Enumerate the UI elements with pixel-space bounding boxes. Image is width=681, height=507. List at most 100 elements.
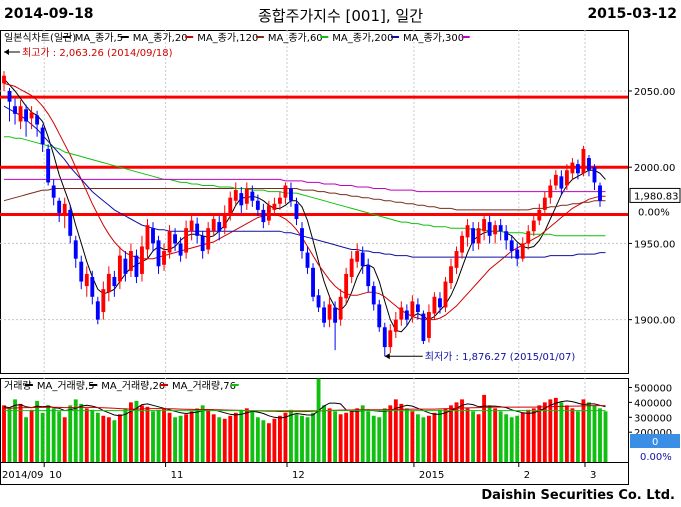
volume-ma-line	[4, 405, 606, 413]
volume-bar	[498, 411, 503, 462]
volume-bar	[515, 415, 520, 462]
price-tick-label: 2050.00	[634, 87, 675, 98]
volume-bar	[206, 409, 211, 462]
volume-bar	[29, 409, 34, 462]
volume-bar	[189, 411, 194, 462]
volume-bar	[57, 411, 62, 462]
candle	[537, 209, 542, 221]
candle	[35, 115, 40, 125]
candle	[498, 225, 503, 232]
candle	[438, 298, 442, 308]
volume-bar	[603, 411, 608, 462]
volume-bar	[90, 409, 95, 462]
volume-bar	[79, 403, 84, 462]
volume-bar	[316, 378, 321, 462]
candle	[487, 222, 492, 236]
volume-bar	[388, 405, 393, 462]
volume-bar	[377, 417, 382, 462]
legend-entry: 일본식차트(일간)	[4, 32, 76, 44]
candle	[217, 222, 222, 232]
chart-title: 종합주가지수 [001], 일간	[257, 7, 424, 25]
volume-bar	[272, 418, 277, 462]
volume-bar	[228, 415, 233, 462]
volume-bar	[117, 414, 122, 462]
candle	[311, 267, 315, 297]
candle	[140, 246, 144, 274]
price-tick-label: 1950.00	[634, 239, 675, 250]
candle	[51, 185, 56, 198]
legend-entry: MA_종가,60	[268, 32, 323, 44]
volume-bar	[327, 408, 332, 462]
candle	[57, 200, 62, 213]
volume-bar	[222, 418, 227, 462]
candle	[162, 251, 166, 265]
candle	[344, 273, 349, 299]
volume-bar	[51, 408, 56, 462]
volume-current-box	[630, 434, 680, 448]
legend-entry: MA_종가,20	[133, 32, 188, 44]
volume-bar	[587, 402, 591, 462]
volume-bar	[564, 405, 569, 462]
volume-bar	[140, 405, 144, 462]
candle	[178, 243, 183, 256]
price-tick-label: 2000.00	[634, 163, 675, 174]
volume-bar	[18, 403, 23, 462]
volume-bar	[382, 408, 387, 462]
volume-bar	[178, 415, 183, 462]
candle	[598, 185, 602, 201]
candle	[382, 327, 387, 348]
candle	[482, 219, 487, 232]
volume-bar	[255, 417, 260, 462]
current-value: 1,980.83	[634, 191, 679, 202]
ma-line	[3, 82, 606, 321]
volume-bar	[156, 409, 161, 462]
volume-bar	[95, 412, 100, 462]
candle	[449, 266, 453, 284]
volume-bar	[162, 408, 166, 462]
volume-bar	[277, 415, 282, 462]
candle	[18, 106, 23, 122]
legend-entry: MA_종가,5	[75, 32, 123, 44]
high-arrowhead	[4, 49, 9, 55]
candle	[570, 162, 575, 174]
candle	[377, 304, 382, 328]
candle	[145, 225, 150, 250]
volume-bar	[531, 408, 536, 462]
volume-bar	[134, 400, 139, 462]
candle	[355, 251, 360, 262]
date-tick-label: 2015	[419, 470, 444, 481]
candle	[189, 220, 194, 232]
volume-bar	[438, 409, 442, 462]
candle	[471, 228, 476, 244]
candle	[228, 197, 233, 216]
candle	[587, 158, 591, 171]
current-pct: 0.00%	[638, 207, 670, 218]
volume-bar	[2, 405, 6, 462]
volume-bar	[123, 408, 128, 462]
volume-bar	[393, 399, 398, 462]
volume-bar	[415, 414, 420, 462]
volume-bar	[443, 408, 448, 462]
candle	[24, 109, 29, 122]
volume-bar	[261, 420, 266, 462]
candle	[564, 170, 569, 186]
volume-bar	[112, 420, 117, 462]
volume-bar	[575, 411, 580, 462]
candle	[266, 205, 271, 221]
candle	[123, 258, 128, 274]
volume-bar	[244, 408, 249, 462]
volume-bar	[266, 423, 271, 462]
candle	[432, 296, 437, 314]
volume-bar	[322, 405, 327, 462]
candle	[454, 251, 459, 268]
volume-bar	[311, 412, 315, 462]
candle	[73, 240, 78, 259]
volume-bar	[145, 406, 150, 462]
candle	[62, 203, 67, 216]
volume-tick-label: 200000	[634, 428, 672, 439]
candle	[283, 185, 288, 198]
candle	[128, 251, 133, 271]
candle	[305, 252, 310, 268]
